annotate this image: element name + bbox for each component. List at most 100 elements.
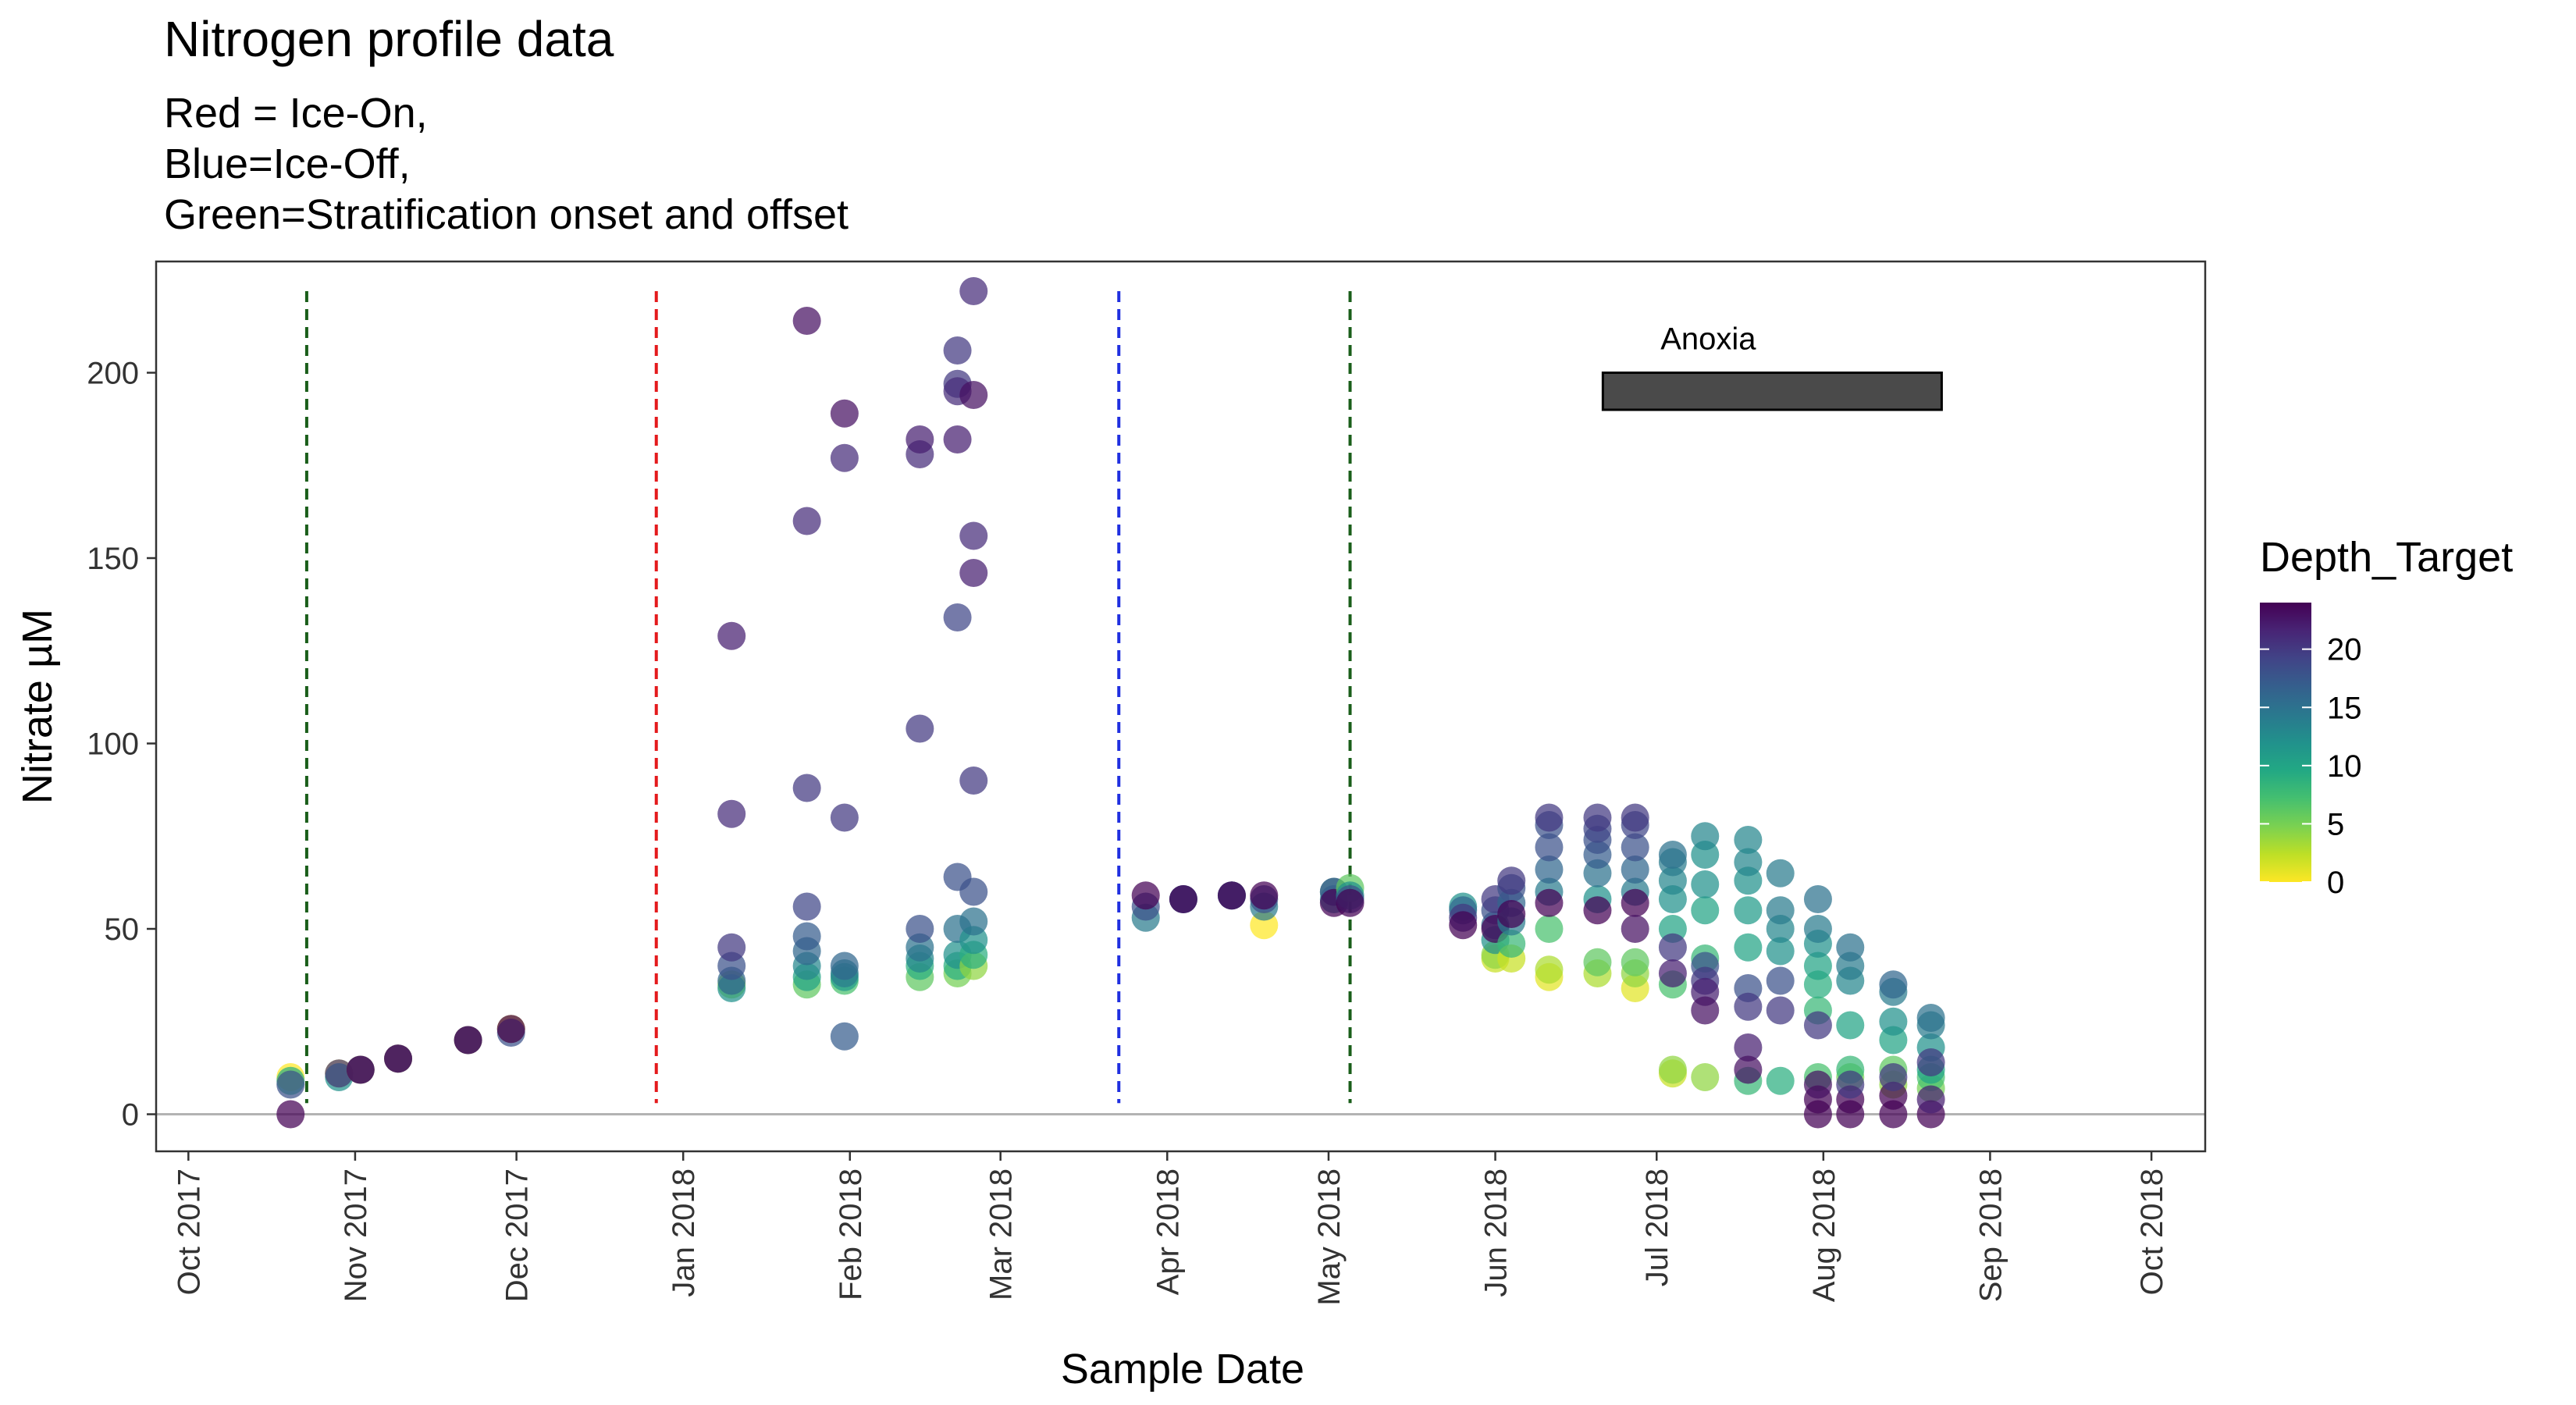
point-22-7: [1583, 803, 1612, 832]
point-26-7: [1734, 992, 1763, 1021]
point-29-8: [1836, 1070, 1865, 1099]
x-tick-label-6: Apr 2018: [1151, 1168, 1185, 1295]
chart-subtitle-line-1: Red = Ice-On,: [164, 90, 428, 137]
point-31-7: [1916, 1085, 1945, 1114]
point-27-4: [1766, 859, 1795, 887]
point-11-4: [959, 877, 988, 906]
legend-tick-label-1: 5: [2327, 807, 2344, 841]
point-23-9: [1621, 915, 1649, 943]
point-11-5: [959, 767, 988, 795]
point-10-9: [943, 336, 972, 365]
point-23-8: [1621, 888, 1649, 917]
point-14-2: [1217, 881, 1246, 910]
point-24-9: [1658, 959, 1687, 987]
y-tick-label-3: 150: [87, 542, 139, 576]
point-30-8: [1879, 1063, 1908, 1091]
point-20-6: [1497, 900, 1526, 928]
point-7-4: [792, 922, 821, 951]
x-tick-label-5: Mar 2018: [984, 1168, 1019, 1300]
point-23-4: [1621, 855, 1649, 884]
point-30-3: [1879, 1007, 1908, 1036]
chart-subtitle-line-3: Green=Stratification onset and offset: [164, 191, 849, 238]
point-20-5: [1497, 866, 1526, 895]
point-23-2: [1621, 948, 1649, 976]
point-9-7: [906, 425, 934, 454]
point-6-6: [717, 621, 746, 650]
point-8-5: [830, 803, 859, 832]
data-points: [276, 277, 1945, 1129]
y-tick-label-1: 50: [105, 912, 140, 947]
legend-ticks: 0 5 10 15 20: [2260, 633, 2362, 900]
x-tick-label-0: Oct 2017: [172, 1168, 206, 1295]
x-axis-title: Sample Date: [1061, 1346, 1304, 1393]
point-18-3: [1449, 911, 1478, 940]
point-10-8: [943, 425, 972, 454]
point-25-5: [1691, 822, 1720, 851]
x-tick-label-2: Dec 2017: [500, 1168, 535, 1302]
color-legend: Depth_Target 0 5 10 15 20: [2260, 534, 2513, 900]
x-tick-label-7: May 2018: [1312, 1168, 1347, 1306]
x-tick-label-10: Aug 2018: [1807, 1168, 1841, 1302]
x-tick-label-9: Jul 2018: [1640, 1168, 1674, 1286]
point-28-5: [1803, 915, 1832, 943]
x-tick-label-11: Sep 2018: [1973, 1168, 2008, 1302]
point-29-2: [1836, 1011, 1865, 1040]
point-12-2: [1131, 881, 1160, 910]
point-2-2: [346, 1055, 375, 1084]
y-axis: 0 50 100 150 200: [87, 357, 156, 1133]
legend-tick-label-2: 10: [2327, 749, 2362, 784]
point-8-6: [830, 443, 859, 472]
x-tick-label-4: Feb 2018: [834, 1168, 868, 1300]
plot-panel: Anoxia: [155, 260, 2207, 1153]
point-11-6: [959, 521, 988, 550]
point-26-4: [1734, 848, 1763, 877]
point-0-3: [276, 1100, 305, 1129]
point-11-9: [959, 277, 988, 305]
point-6-4: [717, 933, 746, 962]
point-27-5: [1766, 966, 1795, 995]
point-6-5: [717, 799, 746, 828]
point-20-1: [1497, 930, 1526, 958]
point-25-0: [1691, 1063, 1720, 1091]
point-23-5: [1621, 833, 1649, 862]
point-9-5: [906, 714, 934, 743]
point-10-5: [943, 603, 972, 631]
point-7-6: [792, 774, 821, 802]
legend-colorbar: [2260, 603, 2311, 882]
point-0-2: [276, 1070, 305, 1099]
point-26-9: [1734, 1055, 1763, 1084]
x-tick-label-3: Jan 2018: [667, 1168, 701, 1297]
x-tick-label-8: Jun 2018: [1479, 1168, 1514, 1297]
point-26-1: [1734, 933, 1763, 962]
chart-title: Nitrogen profile data: [164, 11, 614, 67]
point-26-5: [1734, 826, 1763, 854]
point-24-7: [1658, 841, 1687, 869]
point-17-3: [1336, 888, 1364, 917]
point-27-3: [1766, 896, 1795, 925]
point-8-4: [830, 1022, 859, 1051]
point-25-3: [1691, 870, 1720, 898]
point-28-9: [1803, 1070, 1832, 1099]
panel-border: [155, 260, 2207, 1153]
point-11-8: [959, 381, 988, 409]
x-axis: Oct 2017 Nov 2017 Dec 2017 Jan 2018 Feb 2018…: [172, 1151, 2169, 1306]
point-11-7: [959, 559, 988, 587]
anoxia-annotation: Anoxia: [1601, 322, 1943, 411]
point-27-0: [1766, 1066, 1795, 1095]
point-30-5: [1879, 970, 1908, 999]
point-7-8: [792, 307, 821, 335]
point-27-1: [1766, 937, 1795, 966]
anoxia-bar: [1601, 372, 1943, 411]
point-23-7: [1621, 803, 1649, 832]
legend-title: Depth_Target: [2260, 534, 2513, 581]
point-9-4: [906, 915, 934, 943]
point-21-5: [1535, 833, 1564, 862]
point-25-2: [1691, 896, 1720, 925]
legend-tick-label-4: 20: [2327, 633, 2362, 667]
point-4-2: [454, 1026, 482, 1055]
anoxia-label: Anoxia: [1660, 322, 1756, 357]
x-tick-label-1: Nov 2017: [339, 1168, 373, 1302]
y-tick-label-2: 100: [87, 727, 139, 762]
point-24-8: [1658, 933, 1687, 962]
